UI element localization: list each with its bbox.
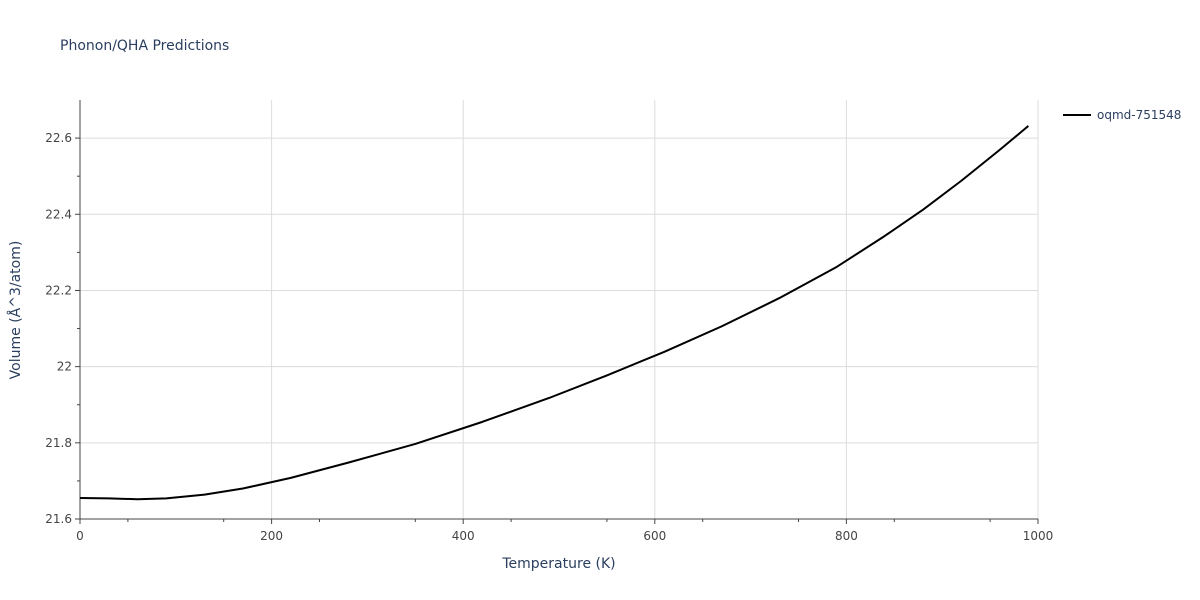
x-tick-label: 400	[452, 529, 475, 543]
y-tick-label: 21.8	[45, 436, 72, 450]
axes-layer: 0 200 400 600 800 1000 21.6 21.8 22 22.2 22.4 22.6	[45, 100, 1053, 543]
y-tick-label: 22	[57, 360, 72, 374]
grid-layer	[80, 100, 1039, 519]
y-axis-title: Volume (Å^3/atom)	[7, 241, 24, 380]
series-line[interactable]	[79, 125, 1030, 501]
y-tick-label: 22.6	[45, 131, 72, 145]
legend-label[interactable]: oqmd-751548	[1097, 108, 1181, 122]
x-tick-label: 1000	[1023, 529, 1054, 543]
y-tick-label: 21.6	[45, 512, 72, 526]
x-tick-label: 600	[643, 529, 666, 543]
y-tick-label: 22.2	[45, 283, 72, 297]
x-tick-label: 200	[260, 529, 283, 543]
x-axis-title: Temperature (K)	[501, 556, 615, 572]
series-layer	[79, 125, 1030, 501]
chart-title: Phonon/QHA Predictions	[60, 38, 229, 54]
y-tick-label: 22.4	[45, 207, 72, 221]
x-tick-label: 0	[76, 529, 84, 543]
x-tick-label: 800	[835, 529, 858, 543]
legend: oqmd-751548	[1063, 108, 1181, 122]
